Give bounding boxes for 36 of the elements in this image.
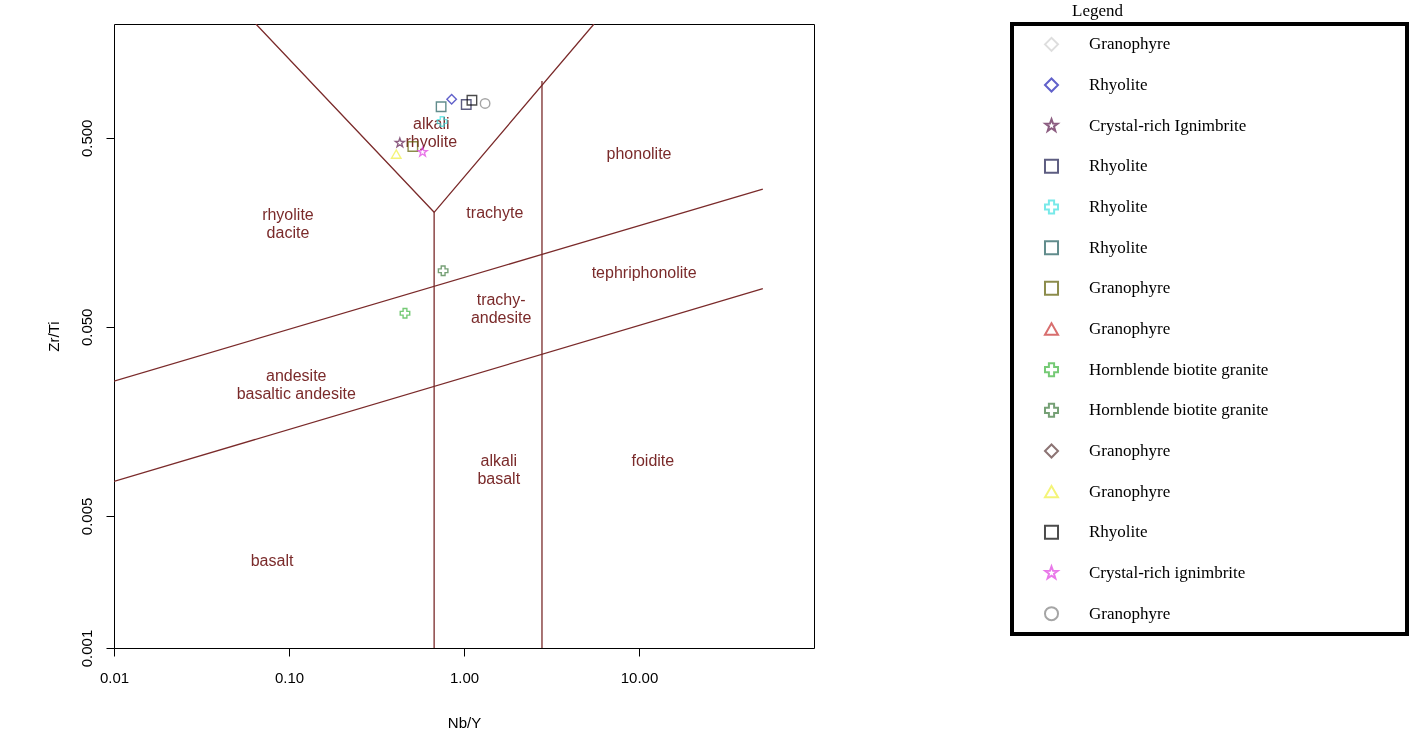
legend-label: Crystal-rich Ignimbrite [1089,115,1247,135]
legend-label: Hornblende biotite granite [1089,359,1269,379]
legend-label: Hornblende biotite granite [1089,400,1269,420]
annotation: trachyte [466,204,524,222]
y-tick-label: 0.050 [77,308,95,347]
y-axis-title: Zr/Ti [44,321,62,352]
annotation: alkali rhyolite [405,115,458,151]
x-axis-title: Nb/Y [447,713,482,731]
x-tick-label: 0.01 [99,668,130,686]
legend-label: Rhyolite [1089,522,1148,542]
legend-label: Granophyre [1089,34,1171,54]
annotation: alkali basalt [477,452,521,488]
legend-label: Crystal-rich ignimbrite [1089,563,1246,582]
annotation: foidite [631,452,675,470]
y-tick-label: 0.005 [77,497,95,536]
legend-label: Granophyre [1089,481,1171,501]
legend-title: Legend [1072,1,1124,20]
annotation: basalt [250,551,294,569]
legend-label: Granophyre [1089,319,1171,338]
annotation: trachy- andesite [470,291,532,327]
annotation: rhyolite dacite [262,206,314,242]
legend-label: Rhyolite [1089,237,1148,257]
x-tick-label: 10.00 [620,668,659,686]
legend-label: Rhyolite [1089,156,1148,176]
legend-label: Granophyre [1089,603,1171,623]
legend-label: Rhyolite [1089,197,1148,216]
legend-label: Granophyre [1089,441,1171,460]
annotation: tephriphonolite [591,264,697,282]
y-tick-label: 0.500 [77,119,95,158]
y-tick-label: 0.001 [77,629,95,668]
legend-label: Granophyre [1089,278,1171,298]
annotation: andesite basaltic andesite [236,367,356,403]
legend-label: Rhyolite [1089,75,1148,94]
annotation: phonolite [606,145,672,163]
x-tick-label: 1.00 [449,668,480,686]
x-tick-label: 0.10 [274,668,305,686]
